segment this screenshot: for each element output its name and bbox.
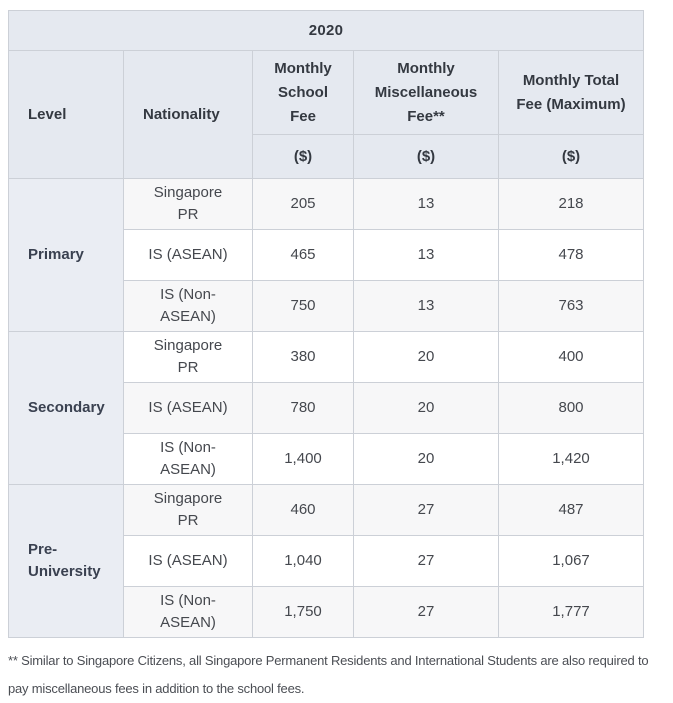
total-fee-cell: 1,420 (498, 433, 644, 485)
nationality-cell: Singapore PR (123, 331, 253, 383)
total-fee-cell: 763 (498, 280, 644, 332)
school-fee-cell: 1,400 (252, 433, 354, 485)
nationality-cell: IS (ASEAN) (123, 535, 253, 587)
table-row: IS (ASEAN) 465 13 478 (9, 229, 644, 281)
nationality-cell: Singapore PR (123, 178, 253, 230)
school-fee-cell: 1,750 (252, 586, 354, 638)
unit-school-fee: ($) (252, 134, 354, 179)
unit-total-fee: ($) (498, 134, 644, 179)
school-fee-cell: 205 (252, 178, 354, 230)
year-header-row: 2020 (8, 10, 644, 51)
column-header-row: Level Nationality Monthly School Fee Mon… (8, 50, 644, 179)
footnote-line-1: ** Similar to Singapore Citizens, all Si… (8, 653, 649, 668)
column-header-school-fee: Monthly School Fee (252, 50, 354, 135)
column-header-level: Level (8, 50, 124, 179)
table-row: IS (Non- ASEAN) 1,750 27 1,777 (9, 586, 644, 638)
misc-fee-cell: 27 (353, 535, 499, 587)
nationality-cell: IS (Non- ASEAN) (123, 280, 253, 332)
school-fee-cell: 380 (252, 331, 354, 383)
year-header: 2020 (8, 10, 644, 51)
total-fee-cell: 400 (498, 331, 644, 383)
nationality-cell: IS (Non- ASEAN) (123, 433, 253, 485)
misc-fee-cell: 20 (353, 433, 499, 485)
table-row: IS (ASEAN) 780 20 800 (9, 382, 644, 434)
total-fee-cell: 478 (498, 229, 644, 281)
misc-fee-cell: 20 (353, 331, 499, 383)
misc-fee-cell: 13 (353, 229, 499, 281)
total-fee-cell: 1,777 (498, 586, 644, 638)
nationality-cell: IS (ASEAN) (123, 382, 253, 434)
school-fees-table: 2020 Level Nationality Monthly School Fe… (8, 10, 644, 638)
table-header: 2020 Level Nationality Monthly School Fe… (8, 10, 644, 179)
column-header-total-fee: Monthly Total Fee (Maximum) (498, 50, 644, 135)
table-row: Secondary Singapore PR 380 20 400 (8, 331, 644, 485)
level-cell: Secondary (8, 331, 124, 485)
total-fee-cell: 800 (498, 382, 644, 434)
level-cell: Primary (8, 178, 124, 332)
misc-fee-cell: 20 (353, 382, 499, 434)
footnote: ** Similar to Singapore Citizens, all Si… (8, 647, 668, 703)
nationality-cell: IS (Non- ASEAN) (123, 586, 253, 638)
school-fee-cell: 750 (252, 280, 354, 332)
school-fee-cell: 465 (252, 229, 354, 281)
table-row: Pre- University Singapore PR 460 27 487 (8, 484, 644, 638)
column-header-nationality: Nationality (123, 50, 253, 179)
table-row: IS (Non- ASEAN) 750 13 763 (9, 280, 644, 332)
table-row: Primary Singapore PR 205 13 218 (8, 178, 644, 332)
level-cell: Pre- University (8, 484, 124, 638)
misc-fee-cell: 13 (353, 280, 499, 332)
total-fee-cell: 1,067 (498, 535, 644, 587)
unit-misc-fee: ($) (353, 134, 499, 179)
table-body: Primary Singapore PR 205 13 218 IS (ASEA… (8, 178, 644, 638)
nationality-cell: Singapore PR (123, 484, 253, 536)
misc-fee-cell: 27 (353, 484, 499, 536)
footnote-line-2: pay miscellaneous fees in addition to th… (8, 680, 305, 696)
school-fee-cell: 460 (252, 484, 354, 536)
school-fee-cell: 1,040 (252, 535, 354, 587)
misc-fee-cell: 13 (353, 178, 499, 230)
total-fee-cell: 218 (498, 178, 644, 230)
unit-row: ($) ($) ($) (9, 134, 644, 179)
table-row: IS (Non- ASEAN) 1,400 20 1,420 (9, 433, 644, 485)
school-fee-cell: 780 (252, 382, 354, 434)
nationality-cell: IS (ASEAN) (123, 229, 253, 281)
table-row: IS (ASEAN) 1,040 27 1,067 (9, 535, 644, 587)
column-header-misc-fee: Monthly Miscellaneous Fee** (353, 50, 499, 135)
misc-fee-cell: 27 (353, 586, 499, 638)
total-fee-cell: 487 (498, 484, 644, 536)
